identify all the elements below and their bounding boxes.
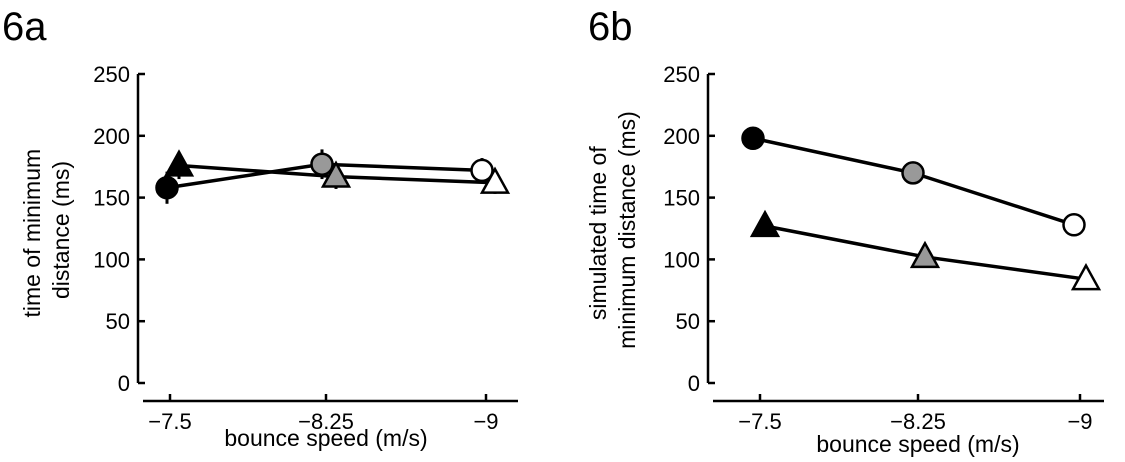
triangle-marker xyxy=(479,166,511,194)
y-axis-title-line2: distance (ms) xyxy=(48,161,74,299)
panel-label-6b: 6b xyxy=(588,5,633,49)
circle-marker xyxy=(310,152,334,176)
y-tick-label: 100 xyxy=(663,247,700,272)
y-tick-label: 200 xyxy=(93,124,130,149)
plot-area-6a: 0 50 100 150 200 250 −7.5 −8.25 −9 xyxy=(93,62,518,434)
x-tick-label: −9 xyxy=(473,409,498,434)
triangle-marker xyxy=(1070,262,1102,291)
panel-6a: 6a time of minimum distance (ms) bounce … xyxy=(2,5,518,451)
x-tick-label: −8.25 xyxy=(298,409,354,434)
y-tick-label: 150 xyxy=(93,186,130,211)
y-axis-title-line1: simulated time of xyxy=(585,146,611,320)
y-tick-label: 0 xyxy=(118,371,130,396)
y-tick-label: 50 xyxy=(106,309,130,334)
y-axis-title-6b: simulated time of minimum distance (ms) xyxy=(585,111,640,349)
circle-marker xyxy=(901,161,925,185)
circle-marker xyxy=(741,126,765,151)
y-axis-title-6a: time of minimum distance (ms) xyxy=(19,142,74,317)
y-tick-label: 0 xyxy=(688,371,700,396)
y-tick-label: 250 xyxy=(93,62,130,87)
y-tick-label: 200 xyxy=(663,124,700,149)
triangle-marker xyxy=(909,240,941,269)
circle-marker xyxy=(155,175,179,200)
triangle-marker xyxy=(320,160,352,188)
x-tick-label: −7.5 xyxy=(148,409,191,434)
circle-marker xyxy=(1062,213,1086,237)
x-axis-title-6a: bounce speed (m/s) xyxy=(224,425,427,451)
y-tick-label: 100 xyxy=(93,247,130,272)
x-tick-label: −7.5 xyxy=(738,409,781,434)
y-tick-label: 50 xyxy=(676,309,700,334)
y-tick-label: 150 xyxy=(663,186,700,211)
x-axis-title-6b: bounce speed (m/s) xyxy=(816,431,1019,457)
plot-area-6b: 0 50 100 150 200 250 −7.5 −8.25 −9 xyxy=(663,62,1104,434)
x-tick-label: −8.25 xyxy=(890,409,946,434)
triangle-marker xyxy=(749,209,781,238)
panel-6b: 6b simulated time of minimum distance (m… xyxy=(585,5,1104,457)
triangle-marker xyxy=(163,149,195,177)
panel-label-6a: 6a xyxy=(2,5,47,49)
y-axis-title-line2: minimum distance (ms) xyxy=(614,111,640,349)
y-axis-title-line1: time of minimum xyxy=(19,149,45,318)
y-tick-label: 250 xyxy=(663,62,700,87)
x-tick-label: −9 xyxy=(1067,409,1092,434)
